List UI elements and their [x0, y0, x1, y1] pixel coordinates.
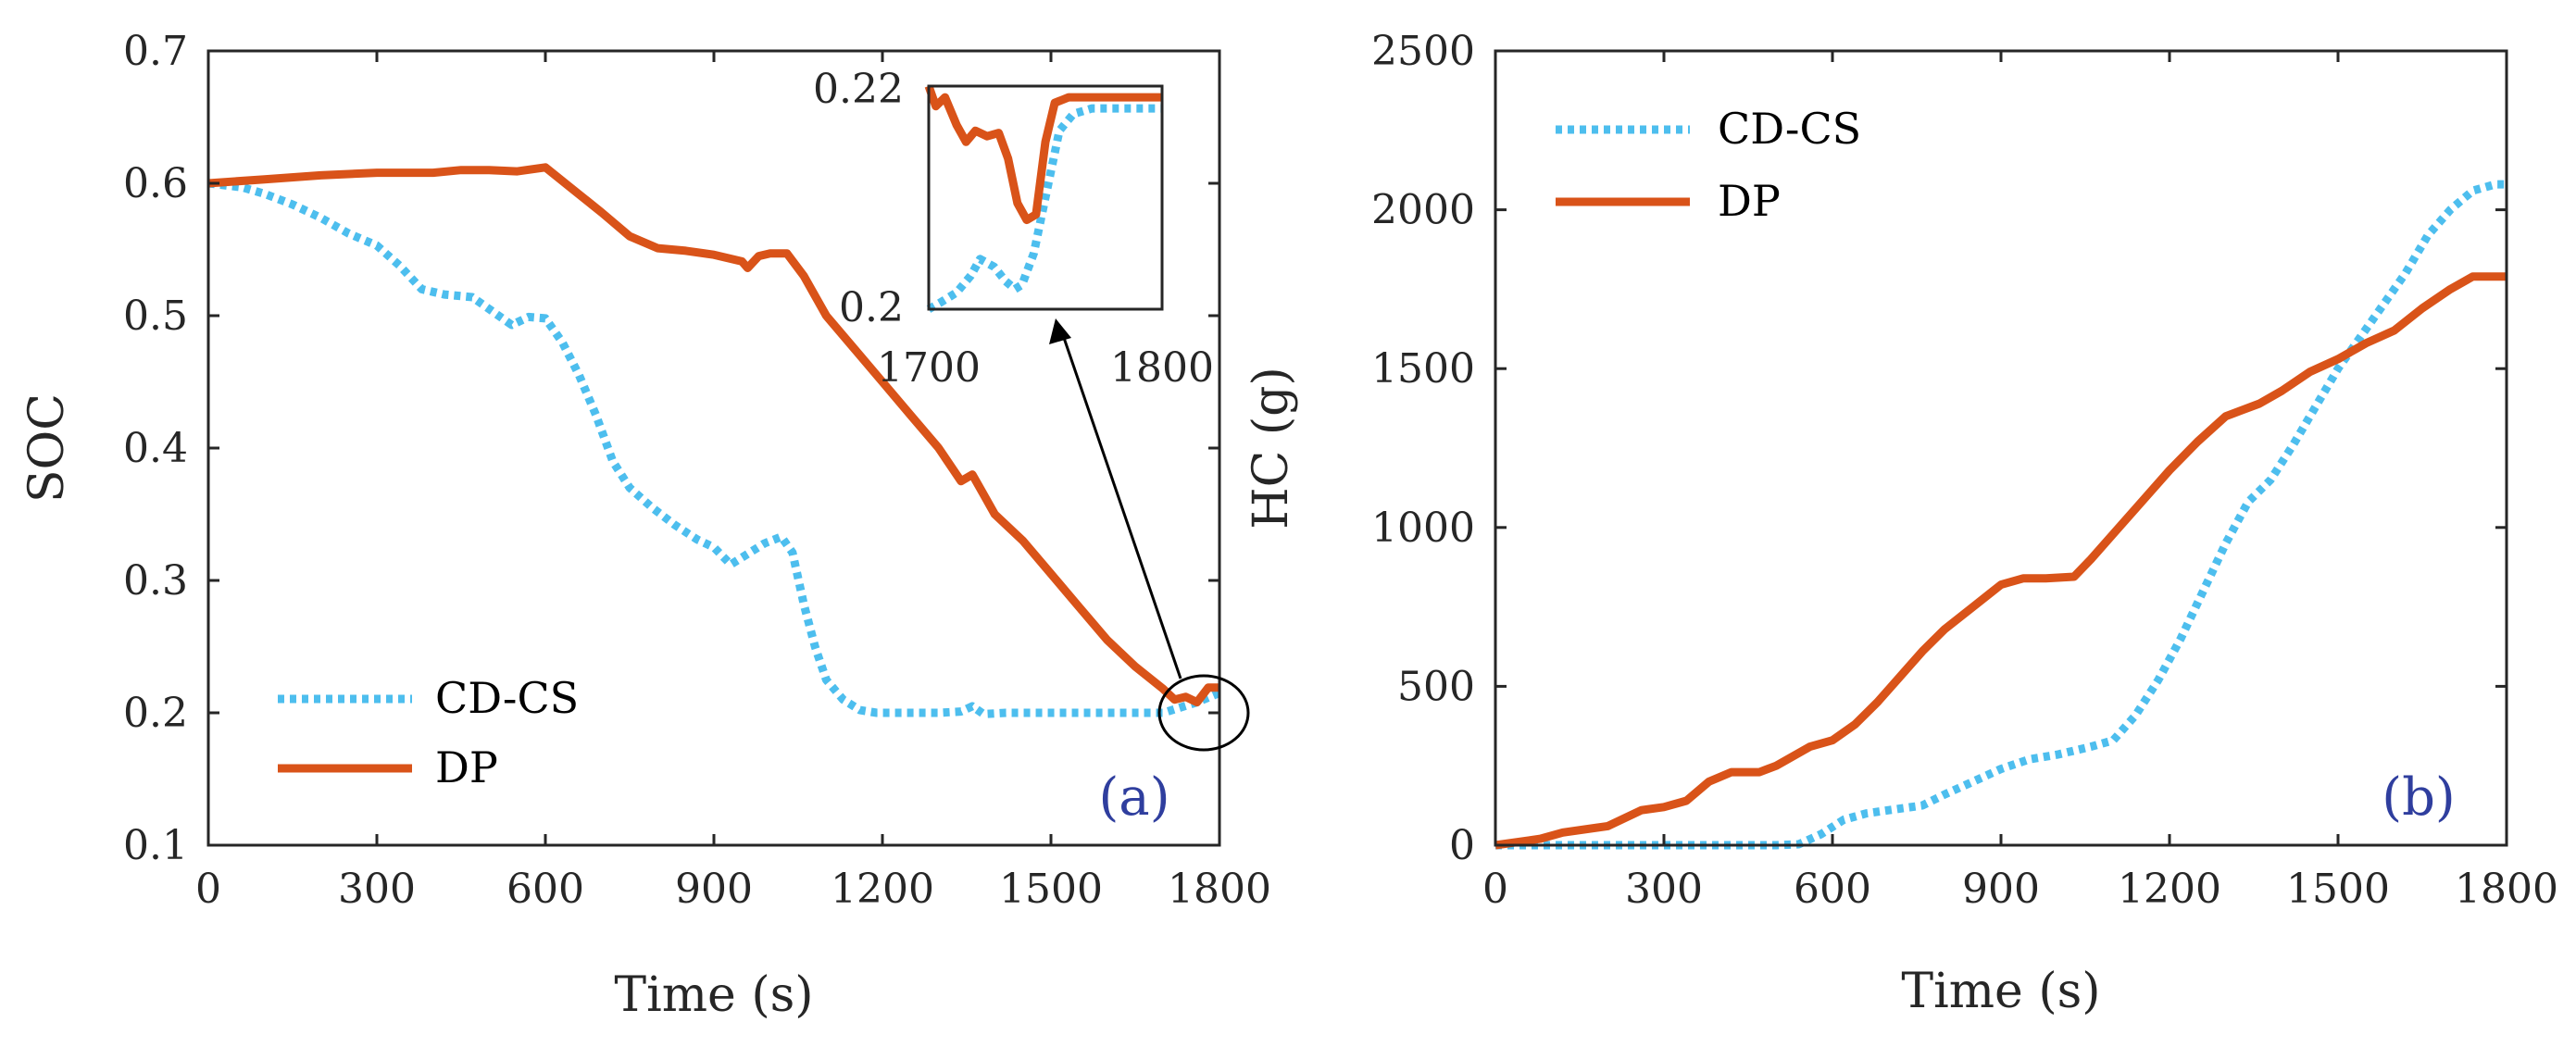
inset-xtick-left: 1700 — [877, 344, 981, 392]
panel-a-axes-box — [206, 49, 1221, 847]
panel-a-xtick-label: 600 — [506, 866, 584, 913]
panel-a-ytick-label: 0.7 — [123, 28, 188, 75]
panel-a-xtick-label: 300 — [338, 866, 416, 913]
panel-b-xtick-label: 1800 — [2455, 866, 2558, 913]
panel-b-xtick-label: 1500 — [2286, 866, 2390, 913]
zoom-arrowhead — [1049, 318, 1071, 344]
inset-axes-box — [927, 84, 1164, 311]
panel-a-dp-line — [207, 163, 1219, 707]
inset-xtick-right: 1800 — [1110, 344, 1214, 392]
panel-b-cdcs-line — [1495, 180, 2507, 850]
legend-b-dp-label: DP — [1718, 176, 1781, 226]
panel-b-xlabel: Time (s) — [1901, 964, 2100, 1019]
panel-a-ytick-label: 0.6 — [123, 160, 188, 207]
panel-a-xlabel: Time (s) — [614, 967, 813, 1023]
panel-b-xtick-label: 1200 — [2118, 866, 2221, 913]
panel-b-ytick-label: 1000 — [1371, 505, 1475, 552]
panel-b-xtick-label: 900 — [1962, 866, 2040, 913]
panel-a-ytick-label: 0.5 — [123, 293, 188, 340]
panel-a-cdcs-line — [207, 179, 1221, 718]
panel-b-xtick-label: 0 — [1482, 866, 1508, 913]
panel-a-ytick-label: 0.3 — [123, 557, 188, 605]
panel-a-ytick-label: 0.4 — [123, 425, 188, 472]
panel-b-xtick-label: 300 — [1625, 866, 1703, 913]
inset-cdcs-line — [926, 104, 1162, 313]
panel-a-ytick-label: 0.1 — [123, 822, 188, 869]
zoom-circle — [1157, 674, 1250, 752]
inset-ytick-bottom: 0.2 — [839, 284, 904, 331]
panel-a-xtick-label: 900 — [675, 866, 753, 913]
panel-b-ytick-label: 0 — [1449, 822, 1475, 869]
panel-a-soc: 0 300 600 900 1200 1500 1800 0.1 0.2 0.3 0.4 0.5 0.6… — [19, 28, 1271, 1023]
panel-a-letter: (a) — [1098, 767, 1169, 828]
legend-b-cdcs-label: CD-CS — [1718, 104, 1861, 154]
panel-a-xtick-label: 1800 — [1168, 866, 1271, 913]
inset-dp-line — [924, 84, 1162, 225]
panel-a-legend: CD-CS DP — [278, 673, 579, 792]
panel-b-ytick-label: 2000 — [1371, 187, 1475, 234]
panel-a-xtick-label: 1200 — [831, 866, 934, 913]
panel-a-ytick-label: 0.2 — [123, 690, 188, 737]
panel-a-xtick-label: 0 — [195, 866, 221, 913]
panel-b-axes-box — [1494, 49, 2508, 847]
panel-b-ytick-label: 500 — [1397, 663, 1475, 710]
panel-a-ylabel: SOC — [19, 393, 75, 503]
panel-b-ylabel: HC (g) — [1244, 367, 1299, 530]
inset: 0.22 0.2 1700 1800 — [813, 66, 1214, 392]
panel-b-hc: 0 300 600 900 1200 1500 1800 0 500 1000 1500 2000 25… — [1244, 28, 2558, 1019]
panel-a-xtick-label: 1500 — [999, 866, 1103, 913]
inset-ytick-top: 0.22 — [813, 66, 904, 113]
legend-a-cdcs-label: CD-CS — [435, 673, 579, 723]
panel-b-ytick-label: 1500 — [1371, 345, 1475, 393]
panel-b-xtick-label: 600 — [1794, 866, 1871, 913]
panel-b-ytick-label: 2500 — [1371, 28, 1475, 75]
legend-a-dp-label: DP — [435, 742, 498, 792]
zoom-arrow-line — [1061, 334, 1182, 679]
panel-b-legend: CD-CS DP — [1556, 104, 1861, 226]
panel-b-letter: (b) — [2382, 767, 2456, 828]
panel-b-dp-line — [1494, 272, 2507, 850]
